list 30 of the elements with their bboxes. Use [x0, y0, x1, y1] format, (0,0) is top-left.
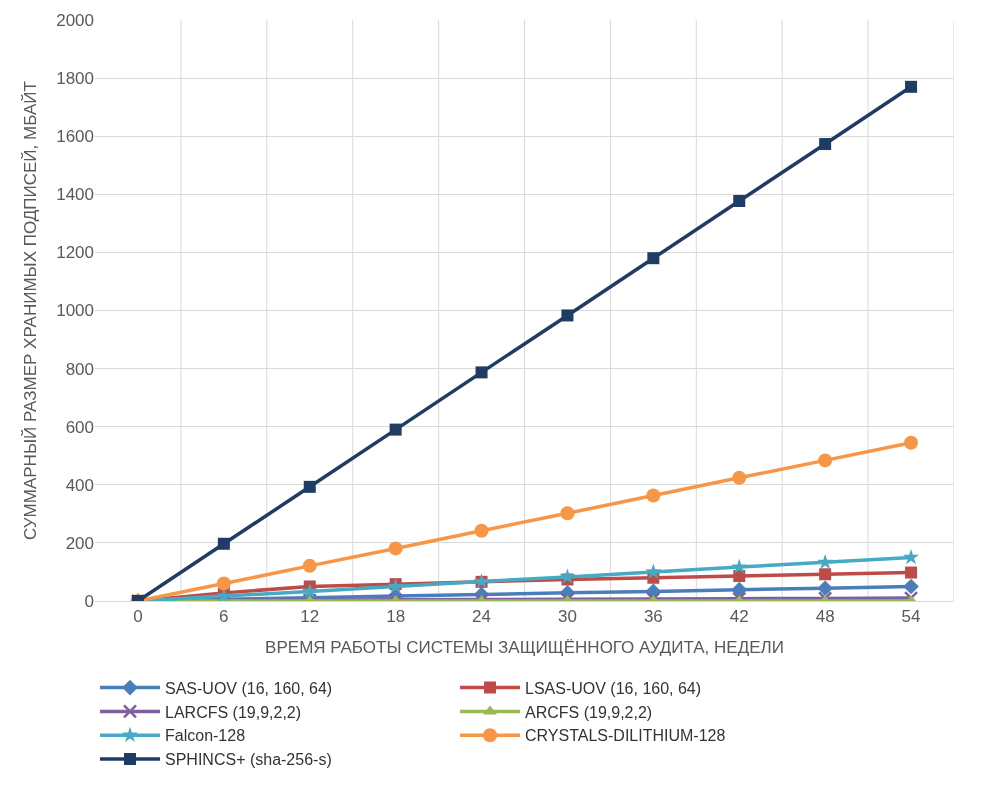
x-tick-label: 54	[901, 607, 921, 627]
legend-label: LSAS-UOV (16, 160, 64)	[525, 679, 702, 697]
y-tick-label: 2000	[56, 10, 94, 30]
y-tick-label: 1800	[56, 69, 94, 89]
x-tick-label: 0	[133, 607, 143, 627]
x-tick-label: 24	[472, 607, 492, 627]
legend-label: CRYSTALS-DILITHIUM-128	[525, 727, 726, 745]
x-tick-label: 48	[815, 607, 835, 627]
x-tick-label: 30	[557, 607, 577, 627]
x-tick-label: 18	[386, 607, 406, 627]
legend-label: LARCFS (19,9,2,2)	[165, 703, 302, 721]
x-tick-label: 6	[219, 607, 229, 627]
x-tick-label: 42	[729, 607, 749, 627]
y-tick-label: 800	[65, 359, 94, 379]
y-tick-label: 1000	[56, 301, 94, 321]
legend-label: SPHINCS+ (sha-256-s)	[165, 751, 332, 769]
legend-label: SAS-UOV (16, 160, 64)	[165, 679, 333, 697]
y-tick-label: 1400	[56, 185, 94, 205]
y-tick-label: 400	[65, 475, 94, 495]
y-tick-label: 1200	[56, 243, 94, 263]
x-tick-label: 36	[643, 607, 663, 627]
y-tick-label: 1600	[56, 127, 94, 147]
x-axis-title: ВРЕМЯ РАБОТЫ СИСТЕМЫ ЗАЩИЩЁННОГО АУДИТА, НЕДЕЛИ	[265, 637, 784, 657]
y-axis-title: СУММАРНЫЙ РАЗМЕР ХРАНИМЫХ ПОДПИСЕЙ, МБАЙТ	[20, 81, 40, 540]
x-tick-label: 12	[300, 607, 320, 627]
y-tick-label: 600	[65, 417, 94, 437]
y-tick-label: 200	[65, 533, 94, 553]
legend-label: ARCFS (19,9,2,2)	[525, 703, 653, 721]
y-tick-label: 0	[84, 591, 94, 611]
legend-label: Falcon-128	[165, 727, 246, 745]
